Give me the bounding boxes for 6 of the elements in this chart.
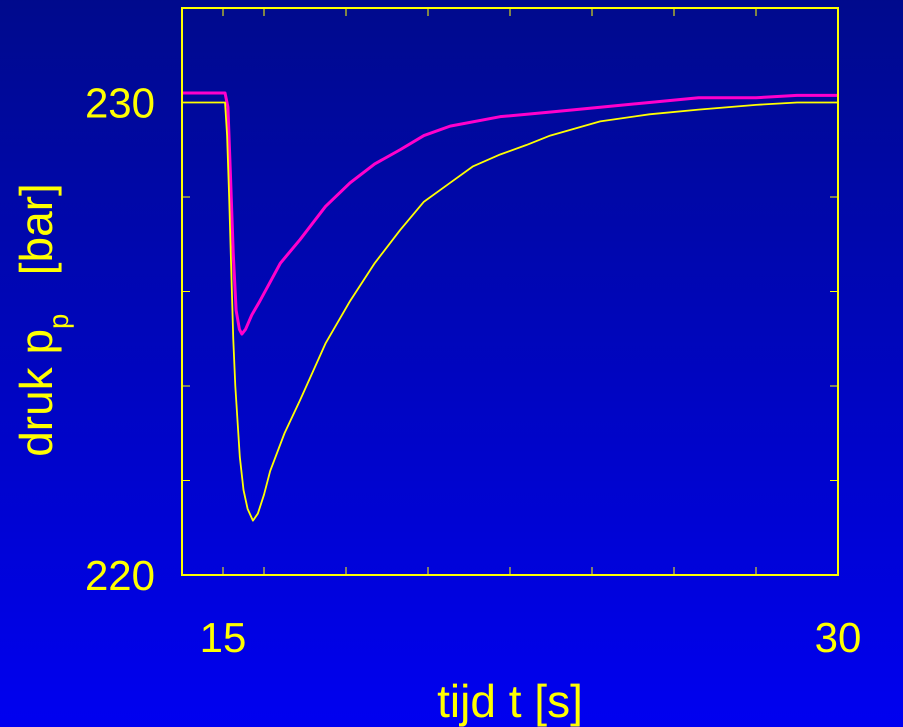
y-tick-label: 230 (84, 80, 156, 126)
y-tick-label: 220 (84, 552, 156, 599)
line-series (180, 92, 840, 336)
x-tick-label: 30 (814, 614, 862, 661)
x-axis-title: tijd t [s] (437, 675, 583, 727)
x-tick-label: 15 (200, 614, 246, 661)
